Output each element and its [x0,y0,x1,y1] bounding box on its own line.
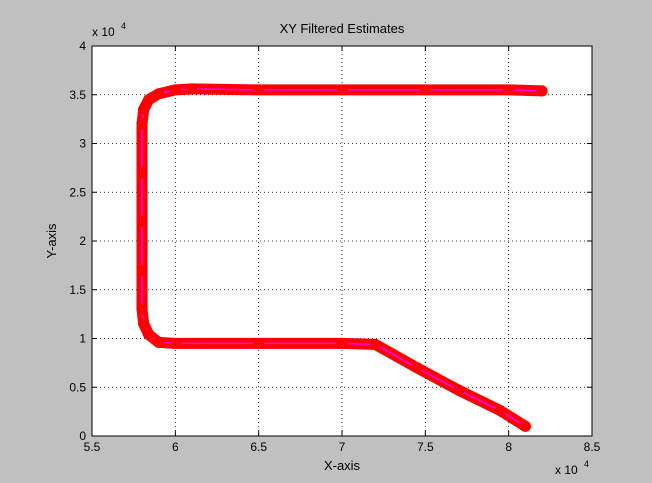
data-point [536,85,548,97]
data-point [136,303,148,315]
data-point [143,94,155,106]
x-tick-label: 7 [339,440,346,454]
data-point [419,84,431,96]
x-tick-label: 7.5 [417,440,434,454]
y-exponent-power: 4 [121,21,126,31]
y-tick-label: 0.5 [69,380,86,394]
data-point [169,337,181,349]
y-exponent-label: x 10 4 [92,21,126,39]
data-point [153,88,165,100]
x-exponent-power: 4 [584,459,589,469]
data-point [138,103,150,115]
data-point [136,118,148,130]
x-tick-label: 8 [505,440,512,454]
y-tick-label: 1.5 [69,283,86,297]
y-tick-label: 3.5 [69,88,86,102]
x-tick-label: 6 [172,440,179,454]
y-tick-label: 1 [79,332,86,346]
x-tick-label: 5.5 [84,440,101,454]
data-point [138,318,150,330]
y-axis-label: Y-axis [44,223,59,258]
data-point [336,84,348,96]
series-centerline [141,88,543,428]
axis-ticks [91,45,593,437]
y-tick-label: 4 [79,39,86,53]
y-tick-label: 0 [79,429,86,443]
data-point [253,84,265,96]
x-tick-label: 6.5 [250,440,267,454]
data-point [453,384,465,396]
x-tick-labels: 5.5 6 6.5 7 7.5 8 8.5 [84,440,601,454]
data-point [494,405,506,417]
x-axis-label: X-axis [324,458,361,473]
data-point [169,84,181,96]
data-point [143,329,155,341]
y-tick-labels: 0 0.5 1 1.5 2 2.5 3 3.5 4 [69,39,86,443]
data-point [136,167,148,179]
y-exponent-base: x 10 [92,25,115,39]
data-point [136,264,148,276]
data-point [519,420,531,432]
chart-title: XY Filtered Estimates [280,21,405,36]
y-tick-label: 2 [79,234,86,248]
data-point [369,338,381,350]
data-point [336,337,348,349]
data-point [153,336,165,348]
series-layer [136,83,548,432]
y-tick-label: 3 [79,137,86,151]
data-point [503,84,515,96]
x-tick-label: 8.5 [584,440,601,454]
y-tick-label: 2.5 [69,185,86,199]
x-exponent-label: x 10 4 [555,459,589,477]
data-point [411,362,423,374]
data-point [186,83,198,95]
data-point [253,337,265,349]
x-exponent-base: x 10 [555,463,578,477]
data-point [136,216,148,227]
